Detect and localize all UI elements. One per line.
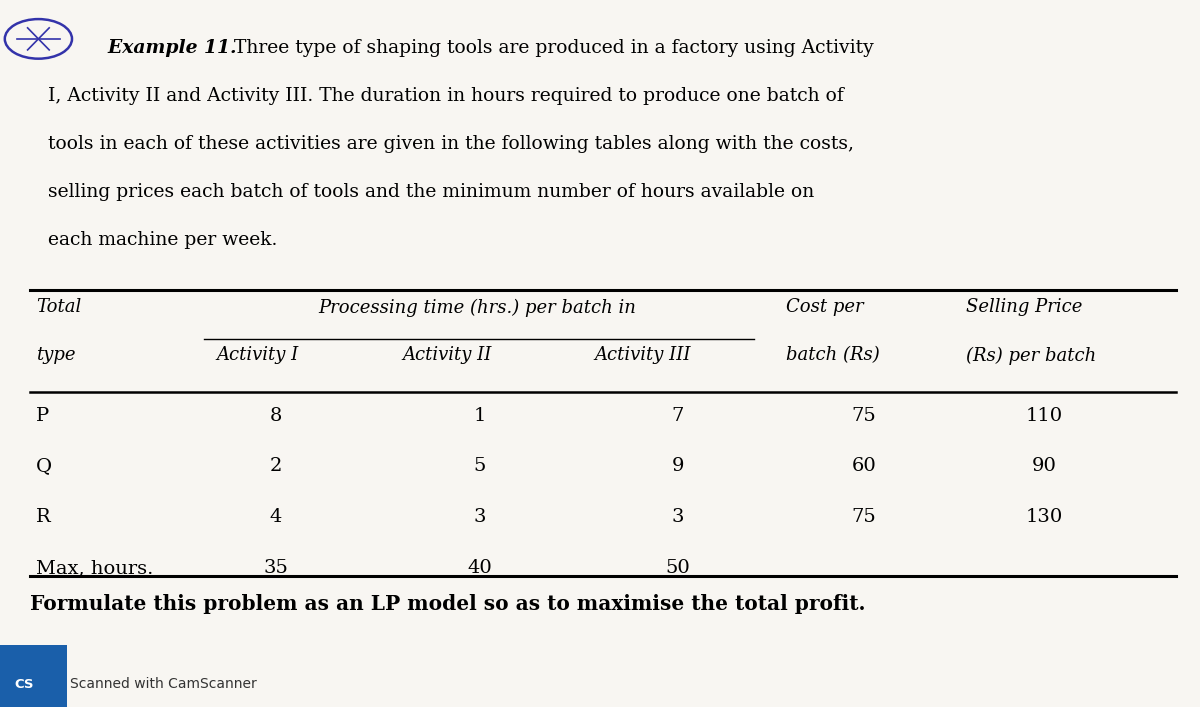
Text: Activity II: Activity II — [402, 346, 491, 364]
Text: 9: 9 — [672, 457, 684, 475]
Text: 35: 35 — [264, 559, 288, 577]
Text: Cost per: Cost per — [786, 298, 864, 316]
Text: (Rs) per batch: (Rs) per batch — [966, 346, 1097, 365]
Text: Activity I: Activity I — [216, 346, 299, 364]
Text: 2: 2 — [270, 457, 282, 475]
Text: Formulate this problem as an LP model so as to maximise the total profit.: Formulate this problem as an LP model so… — [30, 594, 865, 614]
Text: CS: CS — [14, 679, 34, 691]
Text: Processing time (hrs.) per batch in: Processing time (hrs.) per batch in — [318, 298, 636, 317]
Text: 40: 40 — [468, 559, 492, 577]
Text: 110: 110 — [1026, 407, 1062, 424]
Text: 4: 4 — [270, 508, 282, 526]
Text: 3: 3 — [672, 508, 684, 526]
Text: 8: 8 — [270, 407, 282, 424]
Text: Scanned with CamScanner: Scanned with CamScanner — [70, 677, 257, 691]
Text: 75: 75 — [852, 407, 876, 424]
Text: Selling Price: Selling Price — [966, 298, 1082, 316]
Text: type: type — [36, 346, 76, 364]
Text: 130: 130 — [1025, 508, 1063, 526]
Text: 50: 50 — [666, 559, 690, 577]
Text: 1: 1 — [474, 407, 486, 424]
Text: 60: 60 — [852, 457, 876, 475]
Text: Example 11.: Example 11. — [82, 39, 242, 57]
Text: 7: 7 — [672, 407, 684, 424]
Text: Three type of shaping tools are produced in a factory using Activity: Three type of shaping tools are produced… — [234, 39, 874, 57]
Text: I, Activity II and Activity III. The duration in hours required to produce one b: I, Activity II and Activity III. The dur… — [48, 87, 844, 105]
Text: selling prices each batch of tools and the minimum number of hours available on: selling prices each batch of tools and t… — [48, 183, 815, 201]
Text: batch (Rs): batch (Rs) — [786, 346, 880, 364]
Text: R: R — [36, 508, 50, 526]
Text: Q: Q — [36, 457, 52, 475]
Text: Total: Total — [36, 298, 82, 316]
Text: 3: 3 — [474, 508, 486, 526]
Text: Max, hours.: Max, hours. — [36, 559, 154, 577]
Text: each machine per week.: each machine per week. — [48, 231, 277, 249]
Text: tools in each of these activities are given in the following tables along with t: tools in each of these activities are gi… — [48, 135, 854, 153]
Text: 90: 90 — [1032, 457, 1056, 475]
Text: Activity III: Activity III — [594, 346, 690, 364]
Text: P: P — [36, 407, 49, 424]
Text: 5: 5 — [474, 457, 486, 475]
Text: 75: 75 — [852, 508, 876, 526]
Text: .: . — [30, 647, 36, 665]
